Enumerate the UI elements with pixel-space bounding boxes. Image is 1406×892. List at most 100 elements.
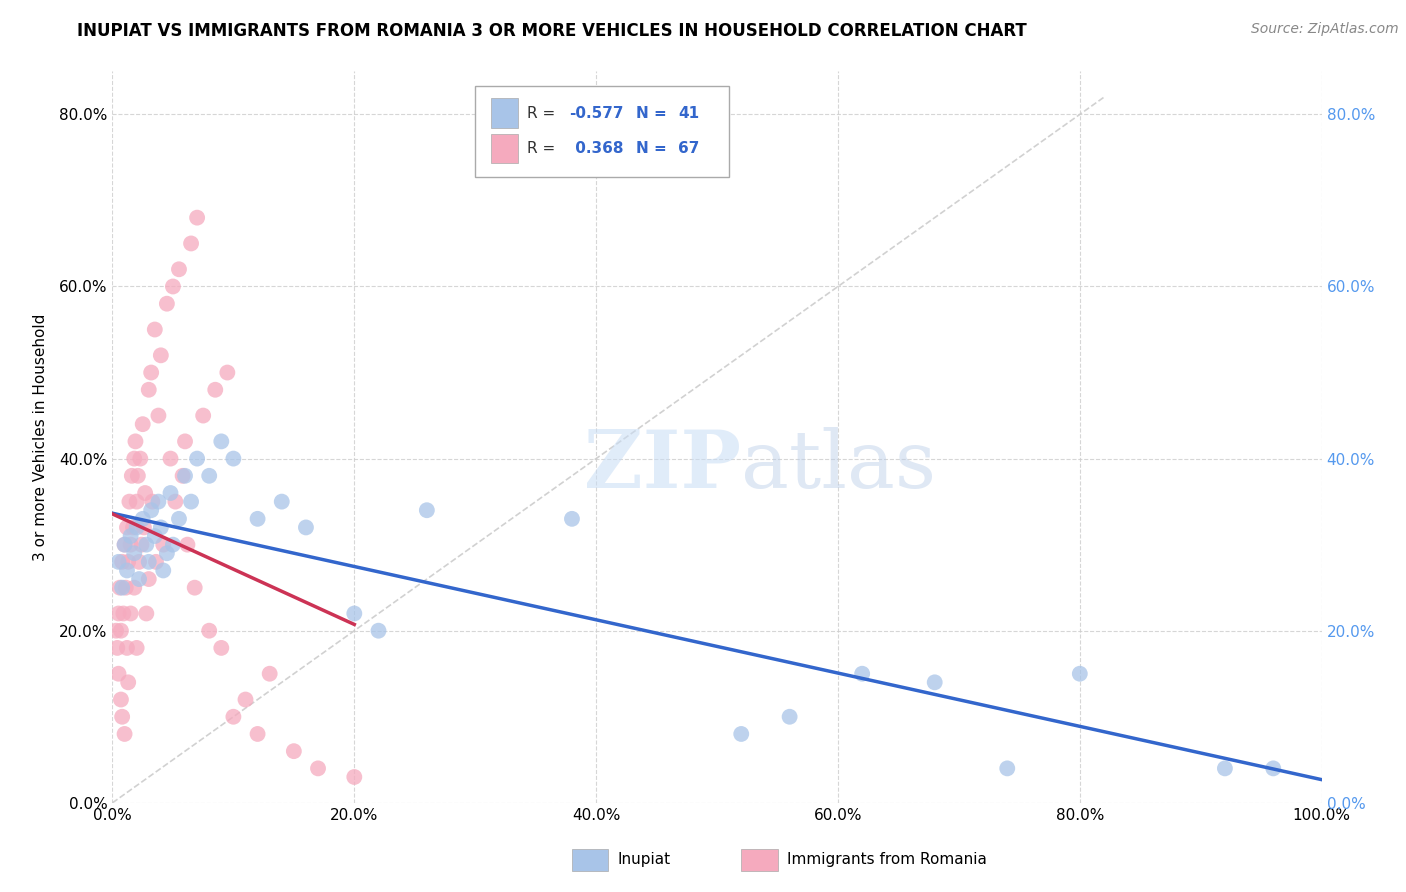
Point bbox=[122, 451, 145, 466]
Text: R =: R = bbox=[527, 105, 561, 120]
Point bbox=[148, 494, 170, 508]
Point bbox=[122, 581, 145, 595]
Point bbox=[152, 538, 174, 552]
Point bbox=[174, 434, 197, 449]
Point bbox=[138, 555, 160, 569]
Point bbox=[149, 348, 172, 362]
Point bbox=[110, 624, 132, 638]
Point bbox=[117, 555, 139, 569]
Point bbox=[131, 538, 153, 552]
Point bbox=[167, 262, 190, 277]
Point bbox=[143, 529, 166, 543]
Bar bbox=[572, 849, 609, 871]
Y-axis label: 3 or more Vehicles in Household: 3 or more Vehicles in Household bbox=[32, 313, 48, 561]
Point bbox=[152, 564, 174, 578]
Text: 41: 41 bbox=[678, 105, 700, 120]
Point bbox=[162, 279, 184, 293]
Point bbox=[105, 640, 128, 655]
Point bbox=[165, 494, 187, 508]
Point bbox=[107, 555, 129, 569]
Point bbox=[172, 468, 194, 483]
Point bbox=[1263, 761, 1285, 775]
Point bbox=[141, 494, 163, 508]
Point bbox=[120, 607, 142, 621]
Point bbox=[125, 520, 148, 534]
Point bbox=[209, 640, 232, 655]
Text: Source: ZipAtlas.com: Source: ZipAtlas.com bbox=[1251, 22, 1399, 37]
Point bbox=[416, 503, 439, 517]
Point bbox=[246, 512, 269, 526]
Point bbox=[186, 451, 208, 466]
Point bbox=[222, 710, 245, 724]
Bar bbox=[491, 98, 517, 128]
Point bbox=[1069, 666, 1091, 681]
Point bbox=[105, 624, 128, 638]
Point bbox=[122, 520, 145, 534]
Point bbox=[110, 692, 132, 706]
Point bbox=[307, 761, 329, 775]
Point bbox=[156, 296, 179, 310]
Point bbox=[145, 555, 167, 569]
Point bbox=[186, 211, 208, 225]
Point bbox=[183, 581, 205, 595]
Point bbox=[108, 581, 131, 595]
Point bbox=[198, 468, 221, 483]
Bar bbox=[491, 134, 517, 163]
Point bbox=[114, 727, 136, 741]
Point bbox=[191, 409, 214, 423]
Point bbox=[779, 710, 801, 724]
Point bbox=[730, 727, 752, 741]
Point bbox=[127, 468, 149, 483]
Text: Inupiat: Inupiat bbox=[617, 853, 671, 867]
Point bbox=[118, 494, 141, 508]
Point bbox=[128, 555, 150, 569]
Point bbox=[115, 564, 138, 578]
Text: N =: N = bbox=[636, 105, 672, 120]
Point bbox=[132, 512, 155, 526]
Text: atlas: atlas bbox=[741, 427, 936, 506]
Point bbox=[138, 572, 160, 586]
Text: ZIP: ZIP bbox=[585, 427, 741, 506]
Point bbox=[122, 546, 145, 560]
Point bbox=[162, 538, 184, 552]
Point bbox=[128, 572, 150, 586]
Point bbox=[129, 451, 152, 466]
Point bbox=[111, 555, 134, 569]
Point bbox=[125, 640, 148, 655]
Point bbox=[174, 468, 197, 483]
Point bbox=[114, 538, 136, 552]
Point bbox=[156, 546, 179, 560]
Point bbox=[217, 366, 239, 380]
Point bbox=[283, 744, 305, 758]
Text: R =: R = bbox=[527, 141, 561, 156]
Point bbox=[143, 322, 166, 336]
Point bbox=[995, 761, 1018, 775]
Bar bbox=[741, 849, 778, 871]
Point bbox=[149, 520, 172, 534]
Point bbox=[114, 581, 136, 595]
Point bbox=[270, 494, 292, 508]
Text: N =: N = bbox=[636, 141, 672, 156]
Point bbox=[295, 520, 318, 534]
Point bbox=[235, 692, 257, 706]
Point bbox=[107, 666, 129, 681]
Point bbox=[115, 520, 138, 534]
Point bbox=[114, 538, 136, 552]
Point bbox=[167, 512, 190, 526]
Point bbox=[141, 503, 163, 517]
Point bbox=[141, 366, 163, 380]
Point bbox=[259, 666, 281, 681]
Point bbox=[115, 640, 138, 655]
Point bbox=[134, 486, 156, 500]
Point bbox=[107, 607, 129, 621]
Text: 0.368: 0.368 bbox=[569, 141, 623, 156]
Point bbox=[209, 434, 232, 449]
Point bbox=[112, 607, 135, 621]
Point bbox=[561, 512, 583, 526]
Point bbox=[135, 538, 157, 552]
Point bbox=[343, 770, 366, 784]
Point bbox=[124, 434, 146, 449]
Point bbox=[176, 538, 198, 552]
Point bbox=[343, 607, 366, 621]
Point bbox=[246, 727, 269, 741]
